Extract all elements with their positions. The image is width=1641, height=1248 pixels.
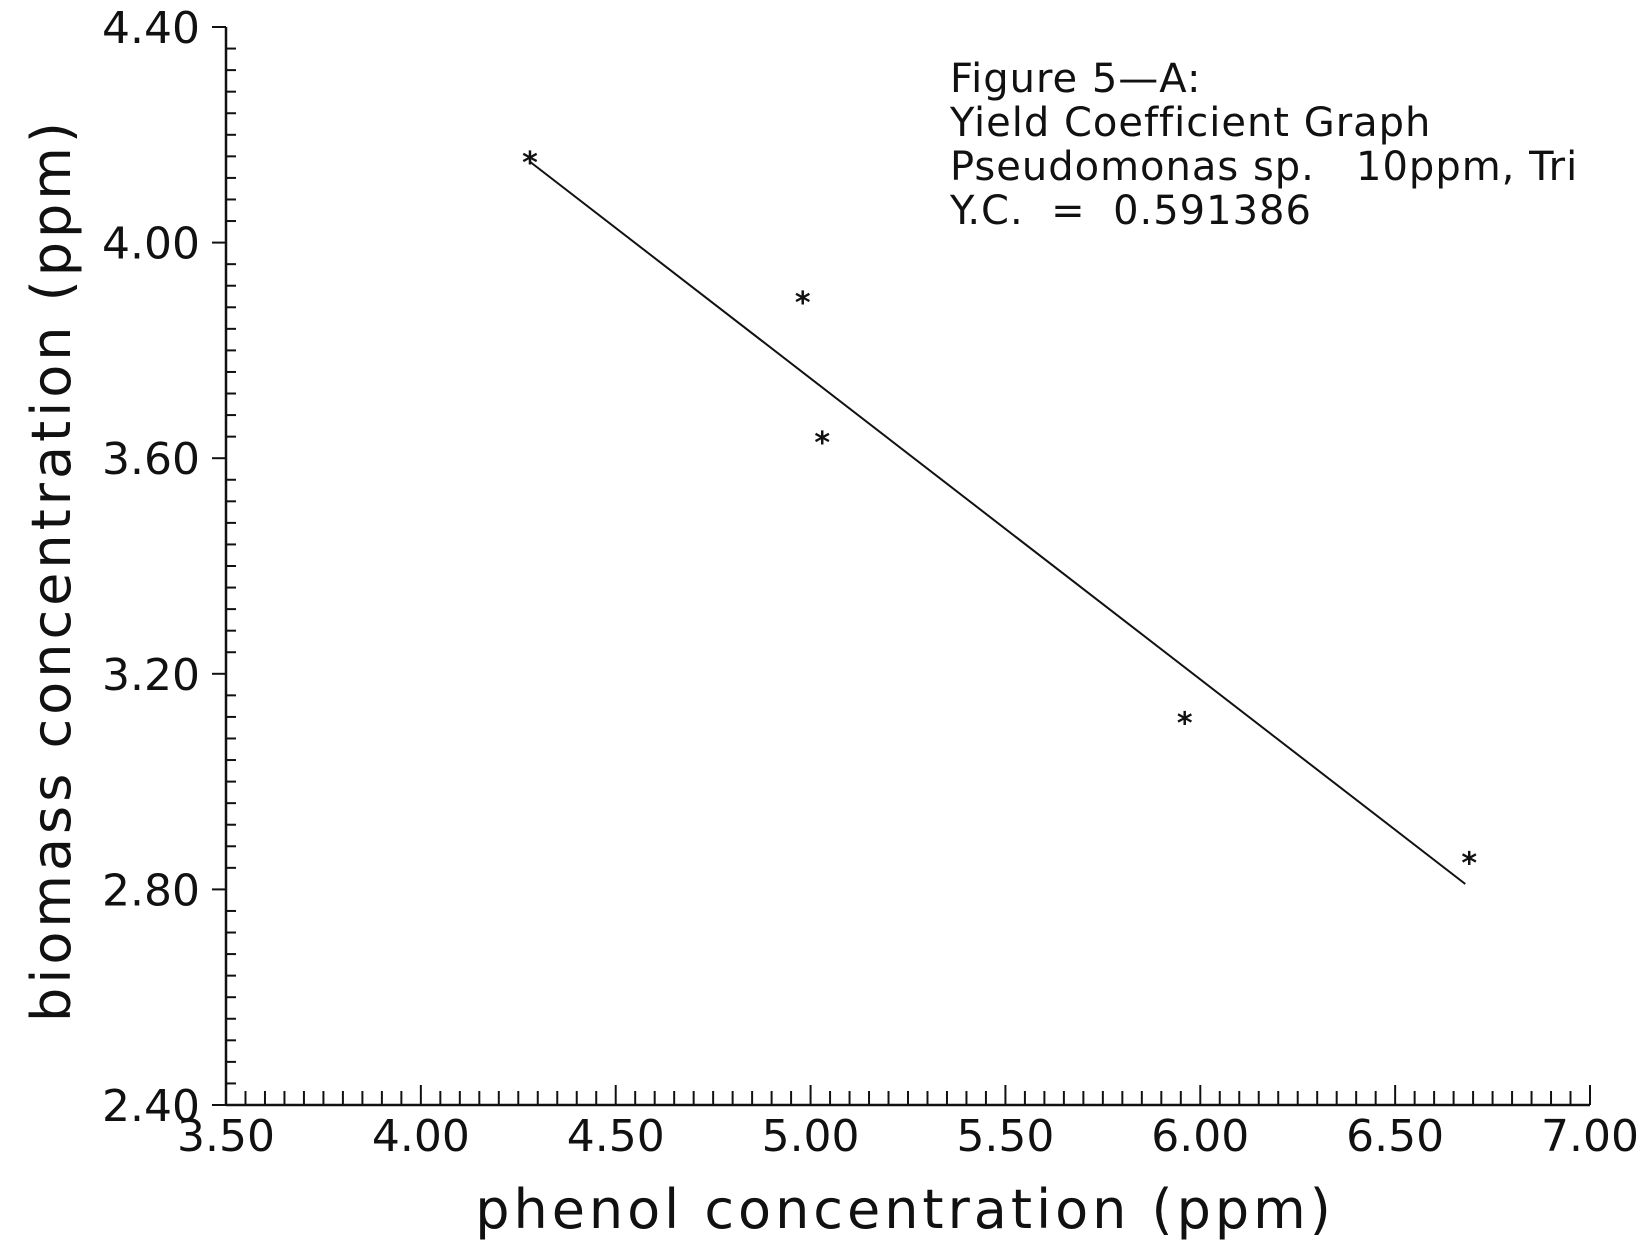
y-tick-label: 4.40 <box>102 3 200 54</box>
x-tick-label: 4.00 <box>372 1111 470 1162</box>
x-tick-label: 5.50 <box>956 1111 1054 1162</box>
x-tick-label: 7.00 <box>1541 1111 1639 1162</box>
x-tick-label: 6.50 <box>1346 1111 1444 1162</box>
data-point: * <box>1177 706 1193 741</box>
data-points: * * * * * <box>522 146 1477 882</box>
caption-line-4: Y.C. = 0.591386 <box>949 188 1312 234</box>
x-axis-title: phenol concentration (ppm) <box>475 1178 1335 1241</box>
x-axis-ticks <box>225 1085 1591 1105</box>
y-tick-label: 3.60 <box>102 434 200 485</box>
x-tick-label: 5.00 <box>762 1111 860 1162</box>
y-tick-label: 3.20 <box>102 650 200 701</box>
data-point: * <box>795 286 811 321</box>
regression-line <box>529 160 1466 885</box>
y-tick-label: 4.00 <box>102 219 200 270</box>
y-axis-tick-labels: 2.40 2.80 3.20 3.60 4.00 4.40 <box>102 3 200 1132</box>
chart-caption: Figure 5—A: Yield Coefficient Graph Pseu… <box>949 56 1578 234</box>
x-tick-label: 3.50 <box>177 1111 275 1162</box>
y-axis-ticks <box>212 26 236 1106</box>
data-point: * <box>522 146 538 181</box>
x-axis-tick-labels: 3.50 4.00 4.50 5.00 5.50 6.00 6.50 7.00 <box>177 1111 1639 1162</box>
x-tick-label: 4.50 <box>567 1111 665 1162</box>
data-point: * <box>814 426 830 461</box>
y-axis-title: biomass concentration (ppm) <box>20 118 83 1022</box>
caption-line-2: Yield Coefficient Graph <box>949 100 1431 146</box>
caption-line-1: Figure 5—A: <box>950 56 1201 102</box>
data-point: * <box>1461 846 1477 881</box>
y-tick-label: 2.40 <box>102 1081 200 1132</box>
caption-line-3: Pseudomonas sp. 10ppm, Tri <box>950 144 1578 190</box>
x-tick-label: 6.00 <box>1151 1111 1249 1162</box>
y-tick-label: 2.80 <box>102 865 200 916</box>
